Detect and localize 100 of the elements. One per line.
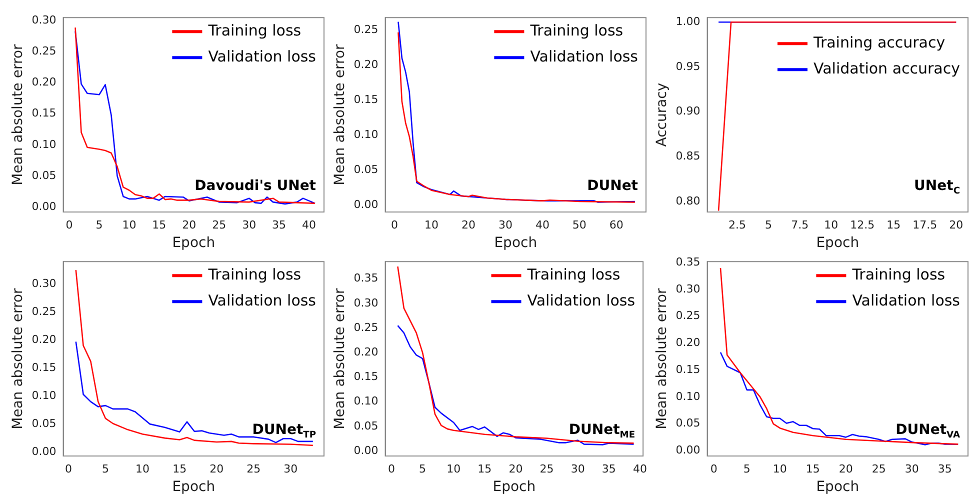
x-tick-label: 25 xyxy=(872,462,886,476)
x-tick-label: 30 xyxy=(570,462,585,476)
y-tick-label: 0.30 xyxy=(676,282,700,296)
y-tick-label: 0.25 xyxy=(32,44,56,58)
y-tick-label: 0.05 xyxy=(676,416,700,430)
legend-label: Validation loss xyxy=(208,291,316,310)
y-tick-label: 0.95 xyxy=(676,60,700,73)
legend-label: Validation loss xyxy=(208,47,316,66)
y-tick-label: 0.30 xyxy=(32,14,56,27)
x-tick-label: 0 xyxy=(66,218,73,232)
y-tick-label: 0.10 xyxy=(32,388,56,402)
y-tick-label: 0.35 xyxy=(354,272,378,285)
y-tick-label: 0.20 xyxy=(32,332,56,346)
y-tick-label: 0.20 xyxy=(354,58,378,72)
x-tick-label: 10 xyxy=(424,218,439,232)
legend-label: Validation loss xyxy=(530,47,638,66)
x-tick-label: 20 xyxy=(508,462,523,476)
y-axis-title: Mean absolute error xyxy=(332,288,348,430)
x-tick-label: 17.5 xyxy=(912,218,938,232)
annotation: DUNet xyxy=(587,178,638,194)
y-tick-label: 0.15 xyxy=(32,360,56,374)
x-tick-label: 5 xyxy=(743,462,750,476)
x-tick-label: 60 xyxy=(609,218,624,232)
y-tick-label: 0.30 xyxy=(32,276,56,290)
x-tick-label: 30 xyxy=(904,462,919,476)
x-tick-label: 15 xyxy=(152,218,166,232)
y-axis-title: Mean absolute error xyxy=(332,44,348,186)
x-tick-label: 10 xyxy=(446,462,461,476)
legend-label: Training loss xyxy=(529,21,624,40)
y-tick-label: 0.00 xyxy=(32,444,56,458)
x-tick-label: 35 xyxy=(272,218,286,232)
x-tick-label: 50 xyxy=(572,218,586,232)
y-tick-label: 0.30 xyxy=(354,296,378,310)
x-tick-label: 5 xyxy=(419,462,426,476)
x-tick-label: 15 xyxy=(886,218,901,232)
x-tick-label: 15 xyxy=(806,462,820,476)
legend-label: Validation accuracy xyxy=(813,59,960,78)
y-tick-label: 0.10 xyxy=(32,138,56,151)
x-axis-title: Epoch xyxy=(172,479,216,496)
y-tick-label: 0.15 xyxy=(32,106,56,120)
x-axis-title: Epoch xyxy=(172,235,216,252)
y-tick-label: 0.10 xyxy=(354,394,378,408)
y-tick-label: 0.05 xyxy=(32,416,56,430)
x-axis-title: Epoch xyxy=(492,479,536,496)
x-tick-label: 20 xyxy=(461,218,476,232)
x-tick-label: 5 xyxy=(765,218,772,232)
y-tick-label: 0.15 xyxy=(354,370,378,384)
y-tick-label: 0.00 xyxy=(32,200,56,213)
y-tick-label: 0.00 xyxy=(354,444,378,457)
x-tick-label: 10 xyxy=(772,462,787,476)
y-tick-label: 0.00 xyxy=(676,443,700,456)
legend-label: Training loss xyxy=(526,265,620,284)
x-tick-label: 0 xyxy=(391,218,398,232)
x-tick-label: 20 xyxy=(949,218,964,232)
x-tick-label: 40 xyxy=(535,218,550,232)
y-tick-label: 0.00 xyxy=(354,198,378,211)
x-tick-label: 25 xyxy=(246,462,261,476)
y-tick-label: 0.05 xyxy=(354,419,378,432)
legend-label: Training loss xyxy=(207,265,302,284)
x-tick-label: 10 xyxy=(824,218,838,232)
y-tick-label: 0.10 xyxy=(354,128,378,141)
x-tick-label: 10 xyxy=(122,218,136,232)
y-tick-label: 0.15 xyxy=(676,362,700,376)
x-tick-label: 20 xyxy=(182,218,196,232)
x-tick-label: 20 xyxy=(838,462,853,476)
x-tick-label: 0 xyxy=(64,462,72,476)
y-tick-label: 0.80 xyxy=(676,194,700,208)
x-tick-label: 30 xyxy=(498,218,512,232)
y-tick-label: 0.25 xyxy=(354,320,378,334)
x-axis-title: Epoch xyxy=(816,235,860,252)
x-tick-label: 40 xyxy=(632,462,647,476)
x-tick-label: 10 xyxy=(136,462,150,476)
x-tick-label: 0 xyxy=(710,462,718,476)
y-tick-label: 0.05 xyxy=(354,162,378,176)
y-tick-label: 0.20 xyxy=(32,76,56,89)
x-tick-label: 15 xyxy=(478,462,492,476)
y-tick-label: 0.20 xyxy=(676,336,700,350)
x-tick-label: 7.5 xyxy=(791,218,809,232)
x-axis-title: Epoch xyxy=(494,235,538,252)
x-tick-label: 15 xyxy=(172,462,187,476)
legend-label: Training loss xyxy=(207,21,302,40)
y-tick-label: 0.10 xyxy=(676,390,700,403)
x-axis-title: Epoch xyxy=(816,479,860,496)
y-tick-label: 0.25 xyxy=(354,23,378,36)
y-tick-label: 0.90 xyxy=(676,104,700,118)
legend-label: Training accuracy xyxy=(812,33,946,52)
y-axis-title: Mean absolute error xyxy=(10,44,26,186)
y-tick-label: 0.25 xyxy=(32,304,56,318)
legend-label: Validation loss xyxy=(852,291,960,310)
x-tick-label: 25 xyxy=(540,462,554,476)
x-tick-label: 25 xyxy=(212,218,226,232)
legend-label: Validation loss xyxy=(527,291,636,310)
y-axis-title: Mean absolute error xyxy=(654,288,670,430)
y-axis-title: Accuracy xyxy=(654,82,670,147)
x-tick-label: 12.5 xyxy=(850,218,875,232)
x-tick-label: 35 xyxy=(602,462,616,476)
y-tick-label: 0.85 xyxy=(676,150,700,163)
x-tick-label: 5 xyxy=(96,218,103,232)
x-tick-label: 40 xyxy=(302,218,316,232)
x-tick-label: 20 xyxy=(210,462,224,476)
